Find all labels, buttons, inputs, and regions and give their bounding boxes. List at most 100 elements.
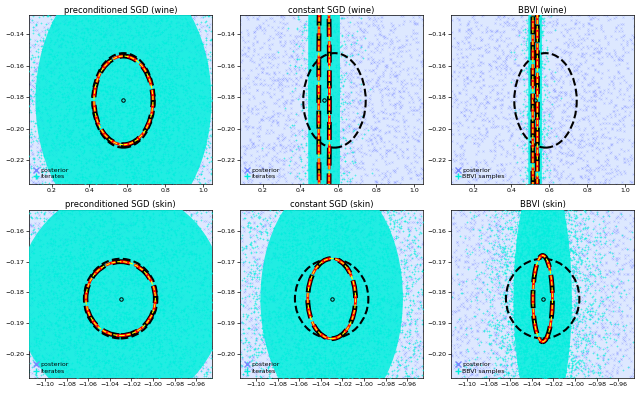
Point: [370, 277, 380, 283]
Point: [152, 279, 162, 286]
Point: [207, 177, 217, 184]
Point: [572, 107, 582, 114]
Point: [602, 294, 612, 300]
Point: [269, 169, 280, 176]
Point: [531, 231, 541, 237]
Point: [120, 42, 130, 49]
Point: [324, 9, 335, 15]
Point: [124, 138, 134, 145]
Point: [182, 374, 193, 380]
Point: [303, 53, 314, 59]
Point: [558, 79, 568, 85]
Point: [388, 330, 399, 336]
Point: [528, 217, 538, 223]
Point: [529, 94, 539, 100]
Point: [76, 35, 86, 41]
Point: [98, 232, 108, 239]
Point: [351, 219, 362, 225]
Point: [288, 116, 298, 123]
Point: [544, 325, 554, 331]
Point: [180, 392, 190, 393]
Point: [166, 109, 176, 115]
Point: [0, 138, 3, 145]
Point: [553, 9, 563, 16]
Point: [329, 277, 339, 284]
Point: [272, 264, 282, 270]
Point: [92, 303, 102, 309]
Point: [625, 305, 636, 311]
Point: [0, 193, 8, 199]
Point: [140, 8, 150, 15]
Point: [32, 222, 42, 228]
Point: [527, 289, 537, 295]
Point: [360, 296, 371, 302]
Point: [109, 362, 119, 368]
Point: [300, 169, 310, 176]
Point: [170, 261, 180, 267]
Point: [383, 335, 393, 341]
Point: [298, 216, 308, 222]
Point: [53, 26, 63, 32]
Point: [561, 384, 572, 390]
Point: [134, 196, 144, 202]
Point: [63, 259, 74, 265]
Point: [277, 342, 287, 348]
Point: [525, 358, 536, 364]
Point: [519, 94, 529, 100]
Point: [70, 112, 81, 119]
Point: [343, 331, 353, 338]
Point: [431, 265, 442, 272]
Point: [456, 140, 467, 146]
Point: [209, 236, 220, 242]
Point: [385, 56, 396, 62]
Point: [47, 24, 57, 30]
Point: [75, 237, 85, 243]
Point: [363, 353, 373, 359]
Point: [86, 70, 96, 77]
Point: [205, 251, 216, 257]
Point: [0, 351, 3, 357]
Point: [78, 202, 88, 209]
Point: [38, 323, 49, 329]
Point: [40, 60, 51, 66]
Point: [209, 304, 219, 310]
Point: [506, 296, 516, 303]
Point: [556, 353, 566, 359]
Point: [504, 131, 514, 137]
Point: [73, 61, 83, 67]
Point: [180, 158, 190, 164]
Point: [247, 58, 257, 64]
Point: [110, 185, 120, 192]
Point: [92, 88, 102, 94]
Point: [258, 334, 268, 340]
Point: [541, 278, 551, 285]
Point: [118, 220, 128, 227]
Point: [339, 244, 349, 250]
Point: [68, 127, 79, 134]
Point: [12, 244, 22, 250]
Point: [317, 110, 327, 116]
Point: [627, 184, 637, 191]
Point: [301, 121, 311, 128]
Point: [475, 355, 485, 362]
Point: [331, 22, 341, 28]
Point: [85, 286, 95, 293]
Point: [506, 202, 516, 209]
Point: [186, 228, 196, 234]
Point: [148, 354, 159, 361]
Point: [602, 317, 612, 323]
Point: [374, 127, 385, 133]
Point: [537, 145, 547, 152]
Point: [320, 33, 330, 40]
Point: [527, 99, 537, 106]
Point: [360, 84, 370, 90]
Point: [307, 297, 317, 303]
Point: [326, 256, 337, 263]
Point: [45, 384, 56, 390]
Point: [440, 225, 451, 231]
Point: [141, 226, 151, 232]
Point: [42, 215, 52, 222]
Point: [228, 29, 239, 36]
Point: [550, 88, 560, 94]
Point: [530, 82, 540, 88]
